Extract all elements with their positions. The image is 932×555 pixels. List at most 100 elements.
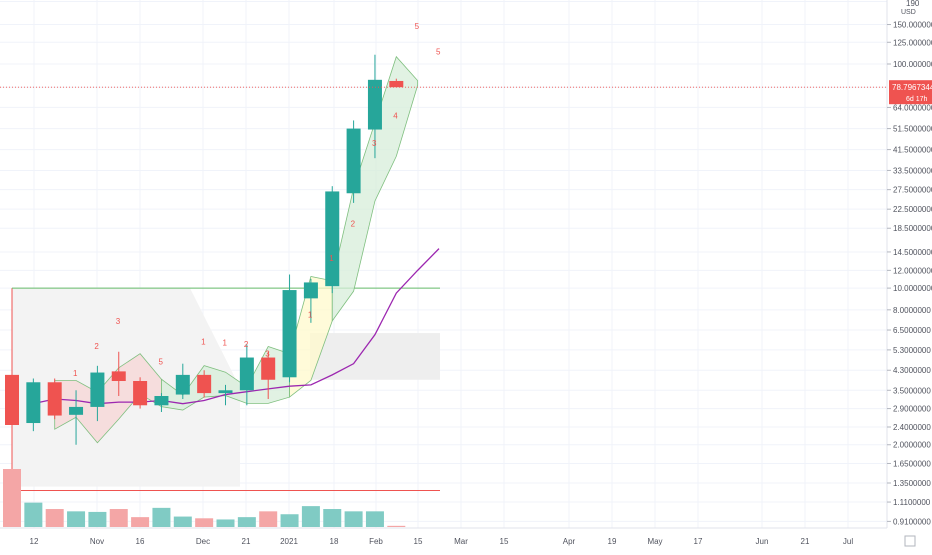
price-tick-label: 33.5000000	[893, 166, 932, 175]
volume-bar	[173, 516, 192, 527]
time-tick-label: Mar	[454, 537, 468, 546]
zigzag-segment-4	[331, 55, 419, 323]
grid-layer	[0, 0, 887, 528]
wave-label: 3	[265, 350, 270, 359]
candle[interactable]	[69, 390, 84, 445]
candle-body	[175, 374, 190, 395]
time-tick-label: Feb	[369, 537, 383, 546]
price-tick-label: 1.3500000	[893, 479, 931, 488]
candle-body	[346, 128, 361, 194]
volume-bar	[301, 506, 320, 527]
candle-body	[239, 357, 254, 391]
candle-body	[261, 357, 276, 380]
price-tick-label: 3.5000000	[893, 386, 931, 395]
candle-body	[47, 382, 62, 416]
candle[interactable]	[47, 378, 62, 420]
candle-body	[90, 372, 105, 407]
price-tick-label: 12.0000000	[893, 266, 932, 275]
time-tick-label: Apr	[563, 537, 576, 546]
price-tick-label: 2.9000000	[893, 405, 931, 414]
candle-body	[325, 191, 340, 287]
price-tick-label: 2.4000000	[893, 423, 931, 432]
candle[interactable]	[111, 351, 126, 397]
price-tick-label: 1.1100000	[893, 498, 931, 507]
volume-bar	[280, 514, 299, 527]
time-tick-label: 21	[242, 537, 251, 546]
candle[interactable]	[154, 393, 169, 412]
price-tick-label: 2.0000000	[893, 441, 931, 450]
candles-layer: 1 2 3 5 1 1 2 3 1 1 2 3 4 5 5	[5, 22, 441, 445]
time-tick-label: 15	[414, 537, 423, 546]
candle-body	[26, 382, 41, 424]
volume-bar	[323, 509, 342, 527]
axis-settings-icon[interactable]	[904, 535, 916, 547]
volume-bar	[216, 519, 235, 527]
candle[interactable]	[346, 120, 361, 203]
price-tick-label: 14.5000000	[893, 248, 932, 257]
candle[interactable]	[303, 278, 318, 323]
price-tick-label: 5.3000000	[893, 346, 931, 355]
time-tick-label: Dec	[196, 537, 210, 546]
time-tick-label: Nov	[90, 537, 104, 546]
candle[interactable]	[367, 54, 382, 159]
time-tick-label: Jul	[843, 537, 853, 546]
wave-label: 3	[116, 317, 121, 326]
time-tick-label: 17	[694, 537, 703, 546]
wave-label: 1	[329, 254, 334, 263]
candle-body	[69, 406, 84, 415]
wave-label: 2	[244, 340, 249, 349]
volume-bar	[109, 509, 128, 527]
volume-bar	[195, 518, 214, 527]
target-box	[310, 333, 440, 380]
price-tick-label: 8.0000000	[893, 306, 931, 315]
price-tick-label: 1.6500000	[893, 459, 931, 468]
price-tick-label: 4.3000000	[893, 366, 931, 375]
price-tick-label: 64.0000000	[893, 103, 932, 112]
wave-label: 1	[201, 338, 206, 347]
candle[interactable]	[197, 370, 212, 398]
candle[interactable]	[26, 378, 41, 432]
candle[interactable]	[389, 78, 404, 88]
volume-layer	[3, 469, 406, 527]
candle[interactable]	[261, 351, 276, 400]
candle[interactable]	[90, 365, 105, 422]
candle[interactable]	[325, 186, 340, 294]
wave-label: 5	[436, 48, 441, 57]
candle[interactable]	[239, 344, 254, 406]
wave-label: 1	[73, 369, 78, 378]
price-tick-label: 41.5000000	[893, 146, 932, 155]
wave-label: 5	[158, 358, 163, 367]
candle-body	[111, 371, 126, 382]
volume-bar	[344, 511, 363, 527]
time-tick-label: 12	[30, 537, 39, 546]
wave-label: 4	[393, 112, 398, 121]
wave-label: 2	[351, 220, 356, 229]
candle[interactable]	[175, 363, 190, 400]
candle[interactable]	[218, 384, 233, 406]
last-price-badge[interactable]	[889, 80, 932, 105]
time-tick-label: 21	[801, 537, 810, 546]
volume-bar	[259, 511, 278, 527]
last-price-label: 78.7967344	[892, 83, 932, 92]
price-tick-label: 125.0000000	[893, 38, 932, 47]
price-tick-label: 51.5000000	[893, 125, 932, 134]
bar-countdown-label: 6d 17h	[906, 96, 928, 103]
wave-label: 2	[94, 342, 99, 351]
candle[interactable]	[133, 377, 148, 409]
time-tick-label: Jun	[756, 537, 769, 546]
zigzag-layer	[11, 55, 440, 491]
candle-body	[154, 396, 169, 406]
volume-bar	[24, 502, 43, 527]
candle-body	[367, 79, 382, 130]
candle-body	[282, 290, 297, 378]
candle-body	[197, 374, 212, 394]
volume-bar	[45, 509, 64, 527]
candle[interactable]	[5, 370, 19, 428]
wave-label: 1	[223, 338, 228, 347]
candle[interactable]	[282, 274, 297, 383]
price-tick-label: 6.5000000	[893, 326, 931, 335]
price-tick-label: 27.5000000	[893, 186, 932, 195]
